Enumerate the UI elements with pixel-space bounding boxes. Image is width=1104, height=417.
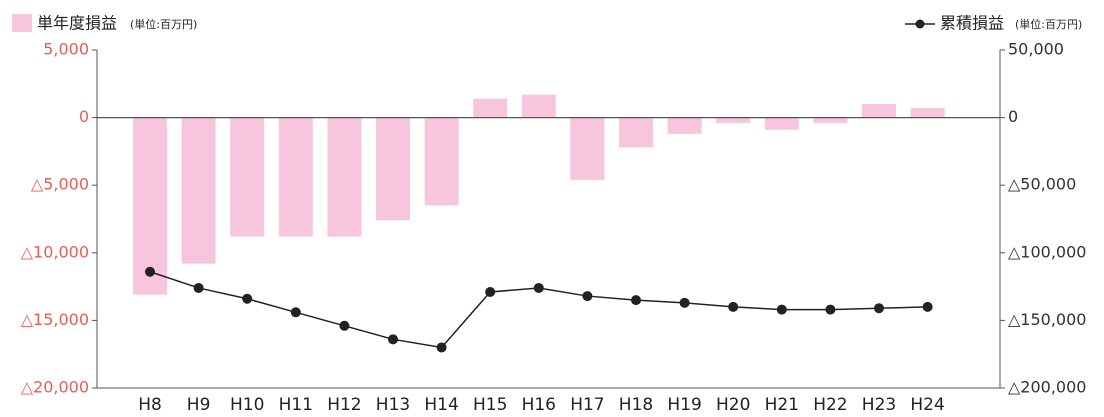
x-tick-label: H17 xyxy=(570,395,604,415)
bar xyxy=(230,117,265,237)
x-tick-label: H20 xyxy=(716,395,750,415)
bar xyxy=(619,117,653,148)
x-tick-label: H9 xyxy=(187,395,211,415)
x-tick-label: H19 xyxy=(667,395,701,415)
point xyxy=(728,301,739,312)
point xyxy=(582,291,593,302)
legend-dot xyxy=(915,19,925,29)
bar xyxy=(716,117,751,124)
y2-tick-label: △200,000 xyxy=(1008,378,1086,397)
bar xyxy=(133,117,167,295)
x-tick-label: H22 xyxy=(813,395,847,415)
bar xyxy=(181,117,216,264)
legend-bar-unit: (単位:百万円) xyxy=(130,17,197,31)
point xyxy=(533,282,544,293)
bar xyxy=(667,117,702,134)
y-tick-label: 5,000 xyxy=(43,40,89,59)
point xyxy=(145,266,155,277)
legend-swatch-bar xyxy=(12,14,32,32)
point xyxy=(242,293,253,304)
x-tick-label: H23 xyxy=(862,395,896,415)
x-tick-label: H21 xyxy=(765,395,799,415)
y2-tick-label: △150,000 xyxy=(1008,310,1086,329)
bar xyxy=(862,104,896,118)
bar xyxy=(570,117,605,180)
x-tick-label: H8 xyxy=(138,395,162,415)
bar xyxy=(473,98,508,118)
point xyxy=(485,287,496,298)
y-tick-label: △10,000 xyxy=(21,242,89,261)
point xyxy=(922,301,933,312)
legend-line-unit: (単位:百万円) xyxy=(1015,17,1082,31)
y-tick-label: 0 xyxy=(79,107,89,126)
legend-line-name: 累積損益 xyxy=(940,14,1004,33)
x-tick-label: H14 xyxy=(424,395,458,415)
y2-tick-label: △50,000 xyxy=(1008,175,1076,194)
y-tick-label: △5,000 xyxy=(31,175,89,194)
x-tick-label: H10 xyxy=(230,395,264,415)
x-tick-label: H12 xyxy=(327,395,361,415)
bar xyxy=(376,117,410,221)
point xyxy=(436,342,447,353)
bar xyxy=(910,108,945,118)
y2-tick-label: 50,000 xyxy=(1008,40,1064,59)
bar xyxy=(813,117,848,124)
bar xyxy=(278,117,313,237)
bar xyxy=(424,117,459,206)
legend-bar-name: 単年度損益 xyxy=(37,14,117,33)
point xyxy=(290,307,301,318)
bar xyxy=(327,117,362,237)
x-tick-label: H13 xyxy=(376,395,410,415)
x-tick-label: H18 xyxy=(619,395,653,415)
point xyxy=(631,295,641,306)
point xyxy=(193,282,204,293)
point xyxy=(874,303,884,314)
point xyxy=(339,320,350,331)
point xyxy=(825,304,836,315)
x-tick-label: H15 xyxy=(473,395,507,415)
x-tick-label: H16 xyxy=(522,395,556,415)
y2-tick-label: 0 xyxy=(1008,107,1018,126)
point xyxy=(388,334,398,345)
y-tick-label: △20,000 xyxy=(21,378,89,397)
x-tick-label: H24 xyxy=(910,395,944,415)
y-tick-label: △15,000 xyxy=(21,310,89,329)
x-tick-label: H11 xyxy=(279,395,313,415)
bar xyxy=(521,94,556,118)
point xyxy=(776,304,787,315)
y2-tick-label: △100,000 xyxy=(1008,242,1086,261)
point xyxy=(679,297,690,308)
bar xyxy=(764,117,799,130)
